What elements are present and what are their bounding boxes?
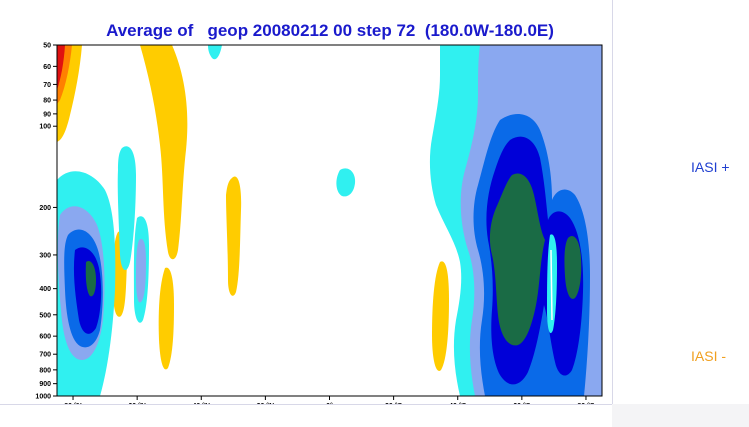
y-tick-label: 50 (43, 43, 51, 50)
x-axis: 80 °N 60 °N 40 °N 20 °N 0° 20 °S 40 °S 60 °S 80 … (64, 396, 595, 404)
contour-chart: Average of geop 20080212 00 step 72 (180… (35, 21, 603, 404)
x-tick-label: 20 °N (257, 402, 275, 404)
x-tick-label: 20 °S (385, 402, 403, 404)
contour-pos-right-green (489, 173, 545, 346)
chart-title: Average of geop 20080212 00 step 72 (180… (106, 21, 554, 40)
y-tick-label: 600 (39, 334, 51, 341)
y-tick-label: 900 (39, 381, 51, 388)
y-tick-label: 200 (39, 205, 51, 212)
iasi-plus-label: IASI + (691, 159, 730, 175)
x-tick-label: 80 °S (577, 402, 595, 404)
y-tick-label: 800 (39, 367, 51, 374)
y-tick-label: 90 (43, 111, 51, 118)
y-axis: 50 60 70 80 90 100 200 300 400 500 600 700 800 900 100… (35, 43, 57, 401)
y-tick-label: 500 (39, 312, 51, 319)
contour-pos-left-column-2-inner (136, 239, 146, 303)
contour-pos-left-green (85, 260, 96, 297)
contour-neg-topleft-red (57, 45, 65, 90)
y-tick-label: 60 (43, 64, 51, 71)
contour-pos-right-green-2 (564, 236, 582, 299)
y-tick-label: 100 (39, 124, 51, 131)
y-tick-label: 80 (43, 98, 51, 105)
y-tick-label: 300 (39, 252, 51, 259)
contour-neg-blob-4 (432, 261, 449, 371)
y-tick-label: 400 (39, 286, 51, 293)
y-tick-label: 700 (39, 352, 51, 359)
contour-neg-blob-1 (226, 176, 242, 296)
x-tick-label: 60 °S (513, 402, 531, 404)
contour-neg-upper-band (140, 45, 188, 260)
x-tick-label: 0° (326, 402, 333, 404)
x-tick-label: 40 °S (449, 402, 467, 404)
y-tick-label: 70 (43, 82, 51, 89)
contour-neg-small-top (208, 45, 222, 60)
contour-pos-right-gap-line (550, 249, 553, 321)
contour-pos-left-column (117, 146, 136, 271)
y-tick-label: 1000 (35, 394, 51, 401)
x-tick-label: 80 °N (64, 402, 82, 404)
contour-pos-equator-blob (336, 168, 356, 197)
chart-frame: Average of geop 20080212 00 step 72 (180… (0, 0, 613, 405)
footer-strip (612, 404, 749, 427)
x-tick-label: 40 °N (192, 402, 210, 404)
x-tick-label: 60 °N (128, 402, 146, 404)
iasi-minus-label: IASI - (691, 348, 727, 364)
contour-field (57, 45, 602, 396)
contour-neg-blob-3 (158, 267, 174, 370)
